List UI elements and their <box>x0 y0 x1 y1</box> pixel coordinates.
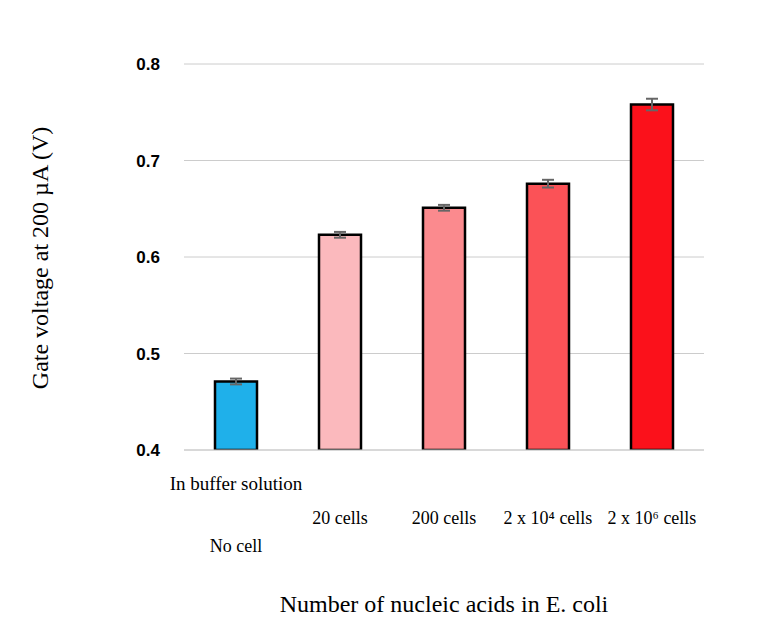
svg-text:In buffer solution: In buffer solution <box>170 473 303 494</box>
svg-text:200 cells: 200 cells <box>412 508 477 528</box>
svg-text:Gate voltage at 200 µA (V): Gate voltage at 200 µA (V) <box>27 127 53 389</box>
svg-text:Number of nucleic acids in E.: Number of nucleic acids in E. coli <box>280 591 609 617</box>
svg-text:0.6: 0.6 <box>136 248 160 267</box>
svg-text:0.8: 0.8 <box>136 55 160 74</box>
svg-text:No cell: No cell <box>210 536 262 556</box>
svg-text:0.5: 0.5 <box>136 345 160 364</box>
svg-text:2 x 10⁶ cells: 2 x 10⁶ cells <box>608 508 697 528</box>
svg-text:2 x 10⁴ cells: 2 x 10⁴ cells <box>504 508 593 528</box>
svg-text:0.7: 0.7 <box>136 152 160 171</box>
svg-text:20 cells: 20 cells <box>312 508 368 528</box>
svg-text:0.4: 0.4 <box>136 441 160 460</box>
